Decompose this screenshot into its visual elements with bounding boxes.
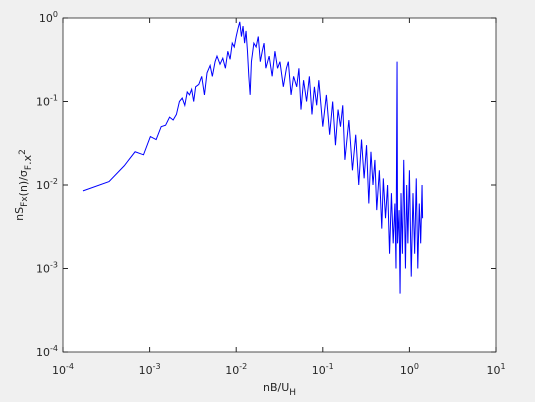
label-part: (n)/σ [17, 170, 30, 196]
label-part: nS [13, 207, 26, 221]
tick-exponent: -1 [326, 362, 334, 371]
tick-exponent: -3 [50, 261, 58, 270]
xlabel: nB/UH [263, 381, 296, 398]
axes-box [62, 17, 497, 353]
tick-base: 10 [52, 364, 66, 377]
label-part: Fx [20, 196, 30, 207]
label-part: H [289, 388, 296, 398]
tick-exponent: -3 [153, 362, 161, 371]
tick-base: 10 [36, 263, 50, 276]
label-part: F [24, 165, 34, 170]
label-part: nB/U [263, 381, 289, 394]
tick-exponent: 1 [500, 362, 505, 371]
tick-label: 10-3 [139, 362, 161, 377]
tick-label: 10-2 [36, 177, 58, 192]
tick-base: 10 [400, 364, 414, 377]
tick-base: 10 [36, 179, 50, 192]
tick-label: 10-1 [36, 94, 58, 109]
tick-exponent: 0 [414, 362, 419, 371]
tick-label: 101 [486, 362, 505, 377]
data-line [82, 21, 424, 294]
tick-exponent: -1 [50, 94, 58, 103]
tick-label: 10-4 [52, 362, 74, 377]
tick-base: 10 [312, 364, 326, 377]
tick-label: 100 [400, 362, 419, 377]
tick-exponent: -2 [50, 177, 58, 186]
tick-label: 10-2 [225, 362, 247, 377]
tick-label: 100 [39, 10, 58, 25]
tick-label: 10-1 [312, 362, 334, 377]
tick-exponent: -2 [239, 362, 247, 371]
tick-label: 10-3 [36, 261, 58, 276]
plot-area [63, 18, 496, 352]
tick-exponent: -4 [50, 344, 58, 353]
tick-base: 10 [36, 346, 50, 359]
tick-exponent: -4 [66, 362, 74, 371]
tick-base: 10 [139, 364, 153, 377]
tick-base: 10 [39, 12, 53, 25]
tick-base: 10 [36, 96, 50, 109]
tick-exponent: 0 [53, 10, 58, 19]
label-part: 2 [18, 149, 28, 155]
label-part: .x [21, 154, 34, 164]
tick-base: 10 [225, 364, 239, 377]
tick-base: 10 [486, 364, 500, 377]
tick-label: 10-4 [36, 344, 58, 359]
ylabel: nSFx(n)/σF.x2 [13, 149, 34, 221]
